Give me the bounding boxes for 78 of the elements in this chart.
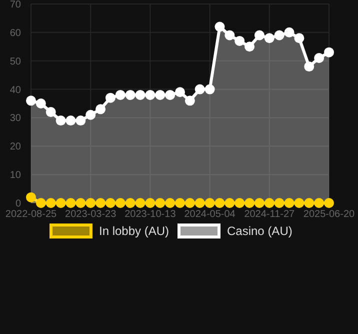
point — [244, 42, 255, 52]
point — [26, 96, 36, 106]
point — [135, 90, 146, 100]
point — [175, 87, 185, 98]
point — [254, 198, 264, 208]
y-tick-label: 40 — [10, 84, 22, 96]
y-tick-label: 0 — [15, 198, 22, 210]
point — [26, 192, 36, 202]
point — [115, 90, 126, 100]
point — [105, 92, 116, 103]
point — [125, 90, 136, 100]
point — [184, 198, 195, 208]
point — [194, 84, 205, 94]
point — [234, 198, 245, 208]
y-tick-label: 70 — [10, 0, 22, 10]
point — [284, 27, 294, 38]
legend-label: In lobby (AU) — [99, 224, 170, 238]
point — [294, 198, 304, 208]
point — [145, 90, 156, 100]
y-tick-label: 50 — [10, 56, 22, 68]
x-tick-label: 2022-08-25 — [5, 209, 58, 220]
x-tick-label: 2024-11-27 — [244, 209, 296, 220]
point — [96, 198, 106, 208]
point — [76, 198, 86, 208]
y-tick-label: 30 — [10, 113, 22, 124]
point — [165, 90, 176, 100]
point — [36, 198, 46, 208]
point — [66, 198, 76, 208]
point — [76, 116, 86, 126]
x-tick-label: 2025-06-20 — [303, 209, 356, 220]
point — [145, 198, 156, 208]
point — [214, 198, 225, 208]
point — [96, 104, 106, 114]
point — [165, 198, 176, 208]
point — [86, 198, 96, 208]
point — [224, 30, 235, 40]
point — [294, 33, 304, 44]
y-tick-label: 20 — [10, 142, 22, 153]
point — [204, 198, 215, 208]
point — [86, 110, 96, 120]
point — [224, 198, 235, 208]
point — [56, 116, 66, 126]
point — [125, 198, 136, 208]
point — [314, 53, 324, 64]
point — [274, 198, 284, 208]
point — [324, 198, 334, 208]
point — [234, 36, 245, 46]
point — [105, 198, 116, 208]
point — [314, 198, 324, 208]
point — [46, 107, 56, 118]
point — [264, 198, 274, 208]
point — [254, 30, 264, 40]
point — [46, 198, 56, 208]
point — [56, 198, 66, 208]
point — [214, 22, 225, 32]
point — [244, 198, 255, 208]
point — [304, 62, 314, 72]
point — [204, 84, 215, 94]
y-tick-label: 10 — [10, 170, 22, 182]
x-tick-label: 2024-05-04 — [184, 209, 236, 220]
x-tick-label: 2023-03-23 — [65, 209, 117, 220]
point — [135, 198, 146, 208]
point — [115, 198, 126, 208]
y-tick-label: 60 — [10, 28, 22, 39]
point — [175, 198, 185, 208]
point — [184, 96, 195, 106]
point — [155, 198, 166, 208]
point — [36, 98, 46, 108]
point — [264, 33, 274, 44]
point — [284, 198, 294, 208]
legend-label: Casino (AU) — [227, 224, 292, 238]
x-tick-label: 2023-10-13 — [124, 209, 176, 220]
point — [66, 116, 76, 126]
point — [274, 30, 284, 40]
point — [324, 47, 334, 58]
point — [155, 90, 166, 100]
point — [194, 198, 205, 208]
point — [304, 198, 314, 208]
